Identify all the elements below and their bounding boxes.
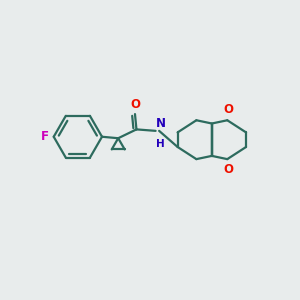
Text: O: O [224,103,234,116]
Text: F: F [40,130,48,143]
Text: N: N [156,117,166,130]
Text: H: H [156,139,165,149]
Text: O: O [130,98,140,110]
Text: O: O [224,163,234,176]
